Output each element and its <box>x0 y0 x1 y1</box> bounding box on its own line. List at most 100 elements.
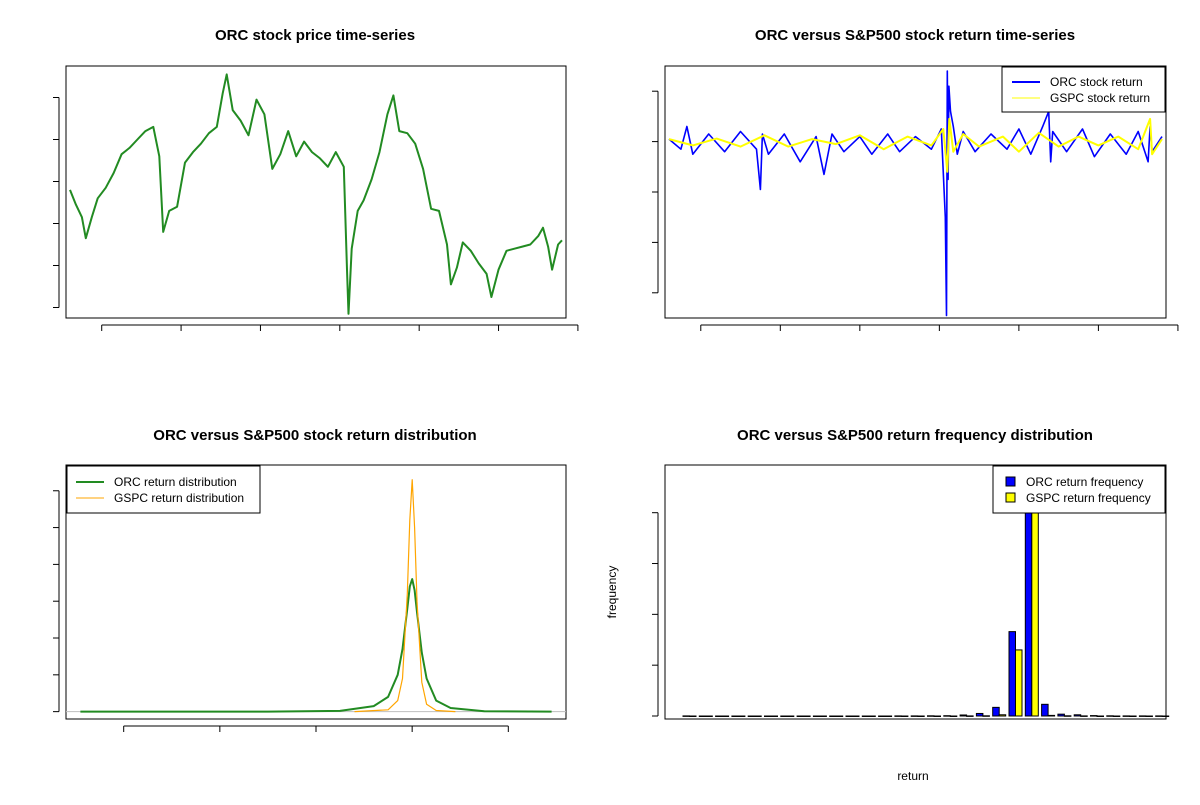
series-line-orc-price <box>69 73 563 315</box>
bar-gspc-frequency <box>1145 715 1153 717</box>
x-ticks <box>101 324 579 331</box>
bar-orc-frequency <box>1073 714 1082 717</box>
chart-title: ORC versus S&P500 stock return time-seri… <box>755 27 1075 44</box>
bar-gspc-frequency <box>819 715 827 717</box>
bar-orc-frequency <box>845 715 853 717</box>
bar-orc-frequency <box>1122 715 1131 717</box>
bar-gspc-frequency <box>1096 715 1104 717</box>
bar-orc-frequency <box>829 715 837 717</box>
data-layer <box>682 465 1170 717</box>
panel-returns: ORC versus S&P500 stock return time-seri… <box>652 27 1179 331</box>
legend-box <box>66 465 261 514</box>
bar-gspc-frequency <box>998 714 1007 717</box>
bar-orc-frequency <box>698 715 707 717</box>
bar-orc-frequency <box>910 715 919 717</box>
legend-label-orc: ORC return frequency <box>1026 475 1143 489</box>
bar-orc-frequency <box>1090 715 1098 717</box>
series-line-gspc-density <box>354 479 456 713</box>
bar-gspc-frequency <box>803 715 811 717</box>
legend-box <box>1001 66 1166 113</box>
bar-gspc-frequency <box>835 715 844 717</box>
y-ticks <box>652 512 659 717</box>
bar-gspc-frequency <box>900 715 909 717</box>
bar-gspc-frequency <box>949 715 958 717</box>
legend: ORC return distribution GSPC return dist… <box>66 465 261 514</box>
bar-gspc-frequency <box>754 715 762 717</box>
bar-gspc-frequency <box>705 715 713 717</box>
bar-orc-frequency <box>796 715 805 717</box>
bar-orc-frequency <box>1138 715 1147 717</box>
bar-gspc-frequency <box>689 715 697 717</box>
bar-gspc-frequency <box>868 715 876 717</box>
legend: ORC stock return GSPC stock return <box>1001 66 1166 113</box>
legend-label-gspc: GSPC return frequency <box>1026 491 1151 505</box>
bar-orc-frequency <box>894 715 902 717</box>
bar-gspc-frequency <box>933 715 941 717</box>
bar-gspc-frequency <box>966 715 974 717</box>
bar-orc-frequency <box>959 714 968 717</box>
plot-frame <box>65 464 567 720</box>
bar-gspc-frequency <box>786 715 795 717</box>
legend-label-orc: ORC stock return <box>1050 75 1143 89</box>
legend-label-orc: ORC return distribution <box>114 475 237 489</box>
data-layer <box>69 73 563 315</box>
bar-gspc-frequency <box>884 715 893 717</box>
plot-frame <box>664 464 1167 720</box>
bar-gspc-frequency <box>721 715 730 717</box>
bar-gspc-frequency <box>852 715 860 717</box>
bar-orc-frequency <box>943 715 951 717</box>
x-ticks <box>700 324 1179 331</box>
series-line-gspc-return <box>668 117 1163 173</box>
panel-density: ORC versus S&P500 stock return distribut… <box>53 427 567 732</box>
bar-gspc-frequency <box>1080 715 1088 717</box>
bar-orc-frequency <box>812 715 821 717</box>
bar-gspc-frequency <box>1112 715 1121 717</box>
series-line-orc-density <box>80 578 552 713</box>
bar-gspc-frequency <box>1063 715 1072 717</box>
panel-price: ORC stock price time-series <box>53 27 579 331</box>
y-ticks <box>652 90 659 294</box>
legend-swatch-orc <box>1005 476 1016 487</box>
plot-frame <box>664 65 1167 319</box>
bar-orc-frequency <box>764 715 772 717</box>
bar-gspc-frequency <box>1015 649 1023 717</box>
bar-orc-frequency <box>1041 703 1049 717</box>
bar-orc-frequency <box>1024 483 1033 717</box>
bar-gspc-frequency <box>982 715 990 717</box>
y-ticks <box>53 490 60 713</box>
legend-swatch-gspc <box>1005 492 1016 503</box>
bar-orc-frequency <box>861 715 870 717</box>
bar-orc-frequency <box>747 715 756 717</box>
bar-orc-frequency <box>992 706 1000 717</box>
bar-gspc-frequency <box>1129 715 1137 717</box>
bar-orc-frequency <box>927 715 935 717</box>
bar-gspc-frequency <box>1161 715 1170 717</box>
y-ticks <box>53 97 60 308</box>
bar-orc-frequency <box>1008 631 1016 717</box>
series-line-orc-return <box>668 70 1163 317</box>
x-axis-label: return <box>897 769 928 783</box>
legend-label-gspc: GSPC return distribution <box>114 491 244 505</box>
chart-title: ORC versus S&P500 return frequency distr… <box>737 427 1093 444</box>
bar-gspc-frequency <box>737 715 746 717</box>
bar-orc-frequency <box>715 715 723 717</box>
plot-frame <box>65 65 567 319</box>
legend-label-gspc: GSPC stock return <box>1050 91 1150 105</box>
chart-title: ORC versus S&P500 stock return distribut… <box>153 427 476 444</box>
bar-orc-frequency <box>682 715 690 717</box>
legend: ORC return frequency GSPC return frequen… <box>992 465 1166 514</box>
bar-orc-frequency <box>1155 715 1163 717</box>
bar-orc-frequency <box>780 715 788 717</box>
data-layer <box>66 479 566 713</box>
bar-gspc-frequency <box>770 715 778 717</box>
chart-title: ORC stock price time-series <box>215 27 415 44</box>
panel-frequency: ORC versus S&P500 return frequency distr… <box>605 427 1170 783</box>
bar-orc-frequency <box>1106 715 1114 717</box>
y-axis-label: frequency <box>605 566 619 619</box>
x-ticks <box>123 725 509 732</box>
legend-box <box>992 465 1166 514</box>
bar-gspc-frequency <box>1047 714 1056 717</box>
bar-orc-frequency <box>878 715 886 717</box>
